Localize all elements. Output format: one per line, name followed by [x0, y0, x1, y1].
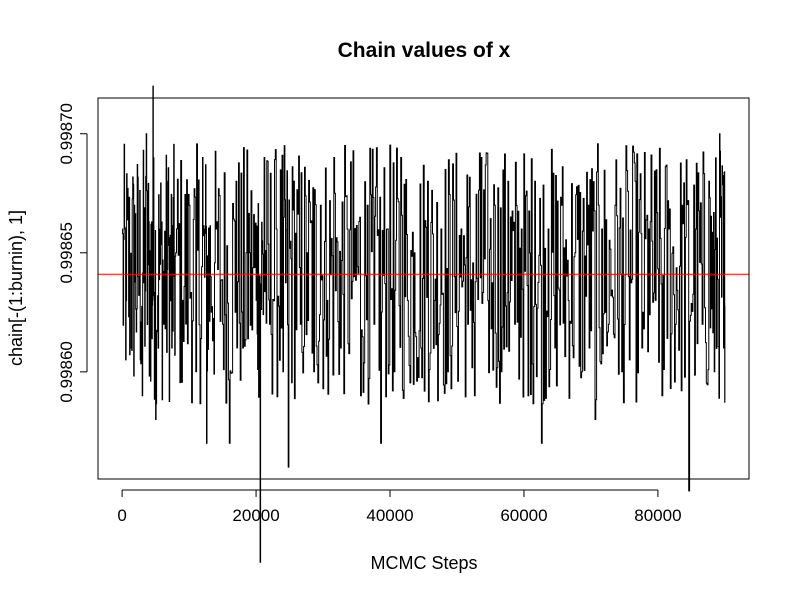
x-tick-label: 60000	[500, 506, 547, 525]
x-tick-label: 20000	[232, 506, 279, 525]
x-tick-label: 80000	[634, 506, 681, 525]
y-tick-label: 0.99870	[57, 103, 76, 164]
x-tick-label: 0	[117, 506, 126, 525]
y-axis: 0.99860 0.99865 0.99870	[57, 103, 88, 403]
plot-frame	[97, 97, 750, 480]
y-axis-label: chain[-(1:burnin), 1]	[6, 210, 26, 366]
y-tick-label: 0.99860	[57, 341, 76, 402]
trace-layer	[122, 85, 726, 563]
x-axis: 0 20000 40000 60000 80000	[117, 489, 682, 525]
x-axis-label: MCMC Steps	[370, 553, 477, 573]
chart-title: Chain values of x	[338, 39, 511, 62]
y-tick-label: 0.99865	[57, 222, 76, 283]
x-tick-label: 40000	[366, 506, 413, 525]
chain-trace	[122, 85, 726, 563]
